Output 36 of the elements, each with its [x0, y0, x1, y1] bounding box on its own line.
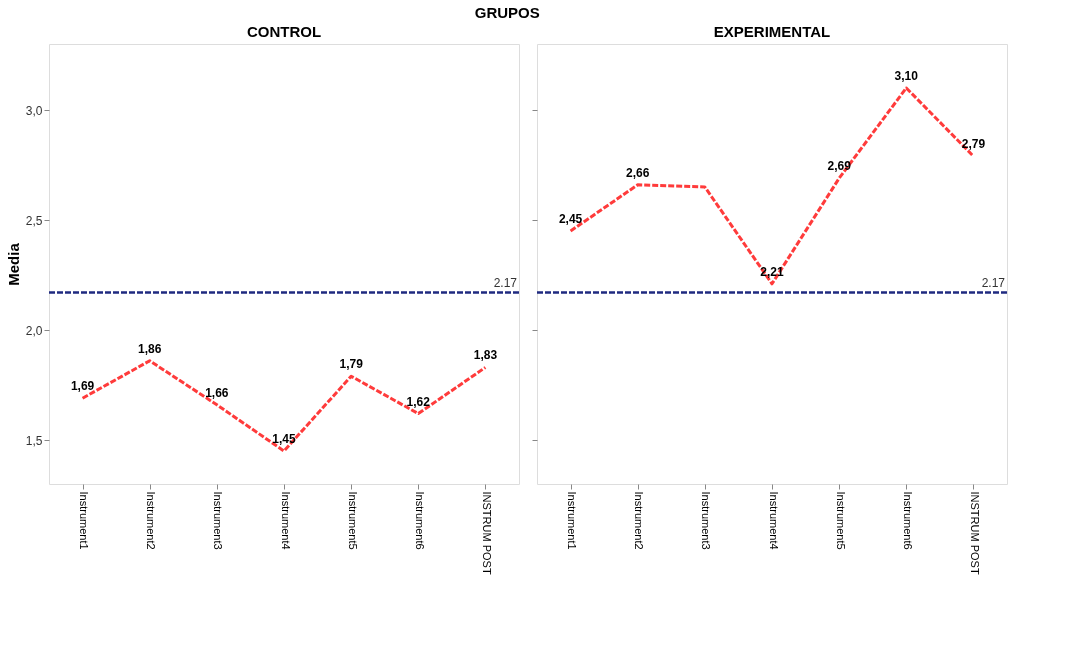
x-tick-label: INSTRUM POST	[480, 491, 493, 575]
x-tick-label: Instrument3	[212, 491, 225, 550]
ref-line-label: 2.17	[981, 275, 1006, 290]
x-tick-label: Instrument4	[279, 491, 292, 550]
data-label: 2,79	[961, 137, 986, 152]
data-label: 2,66	[626, 165, 650, 180]
y-tick-label: 2,0	[25, 323, 43, 338]
x-tick-label: Instrument2	[145, 491, 158, 550]
x-tick-label: Instrument5	[346, 491, 359, 550]
text: GRUPOS	[474, 3, 540, 21]
data-label: 1,83	[473, 348, 498, 363]
x-tick-label: Instrument5	[834, 491, 847, 550]
x-tick-label: Instrument1	[566, 491, 579, 550]
data-label: 2,69	[827, 159, 852, 174]
ref-line-label: 2.17	[493, 275, 518, 290]
y-tick-label: 1,5	[25, 433, 43, 448]
y-tick-label: 3,0	[25, 103, 43, 118]
data-label: 1,86	[138, 341, 162, 356]
x-tick-label: Instrument3	[700, 491, 713, 550]
x-tick-label: INSTRUM POST	[968, 491, 981, 575]
data-label: 1,62	[406, 394, 431, 409]
data-label: 2,45	[558, 212, 583, 226]
x-tick-label: Instrument6	[901, 491, 914, 550]
y-tick-label: 2,5	[25, 213, 43, 228]
x-tick-label: Instrument6	[413, 491, 426, 550]
x-tick-label: Instrument2	[633, 491, 646, 550]
data-label: 1,69	[70, 379, 95, 394]
y-axis-title: Media	[4, 242, 22, 286]
chart-title: CONTROL	[246, 23, 322, 40]
data-label: 1,45	[272, 432, 296, 446]
chart-title: EXPERIMENTAL	[713, 23, 831, 40]
data-label: 1,79	[339, 357, 364, 372]
data-label: 1,66	[205, 385, 229, 400]
x-tick-label: Instrument1	[78, 491, 91, 550]
data-label: 3,10	[894, 69, 919, 83]
x-tick-label: Instrument4	[767, 491, 780, 550]
